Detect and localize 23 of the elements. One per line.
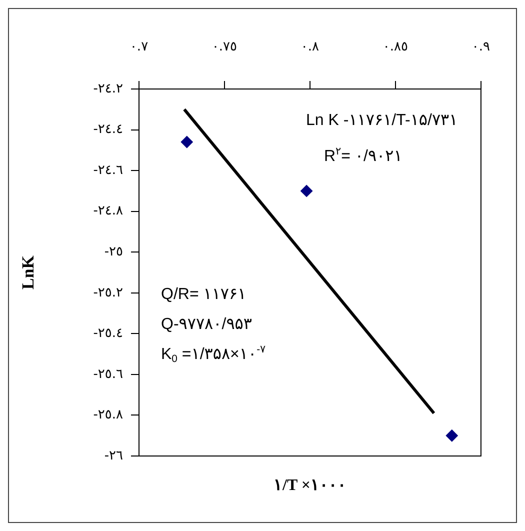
x-tick-label: ٠.٨٥ <box>382 40 408 55</box>
y-tick-label: -٢٤.٨ <box>93 204 124 219</box>
point <box>180 136 193 148</box>
point <box>300 184 313 197</box>
annotation: Ln K -۱۱۷۶۱/T-۱۵/۷۳۱ <box>306 112 458 129</box>
x-axis-title: ۱/T ×۱۰۰۰ <box>274 477 346 494</box>
y-tick-label: -٢٦ <box>104 448 124 464</box>
point <box>446 430 458 442</box>
annotation: Q-۹۷۷۸۰/۹۵۳ <box>161 316 252 333</box>
y-axis-title: LnK <box>18 254 38 290</box>
y-tick-label: -٢٥.٤ <box>93 326 123 342</box>
x-tick-label: ٠.٧ <box>130 40 148 55</box>
y-tick-label: -٢٤.٢ <box>93 81 124 96</box>
y-tick-label: -٢٥ <box>104 244 124 260</box>
x-tick-label: ٠.٩ <box>472 40 490 55</box>
y-tick-label: -٢٥.٦ <box>93 366 124 382</box>
x-tick-label: ٠.٨ <box>300 40 320 55</box>
x-tick-label: ٠.٧٥ <box>212 40 238 55</box>
y-tick-label: -٢٥.٢ <box>93 285 124 300</box>
y-tick-label: -٢٤.٤ <box>93 122 123 138</box>
y-tick-label: -٢٥.٨ <box>93 408 124 423</box>
annotation: Q/R= ۱۱۷۶۱ <box>161 286 246 303</box>
y-tick-label: -٢٤.٦ <box>93 162 124 178</box>
